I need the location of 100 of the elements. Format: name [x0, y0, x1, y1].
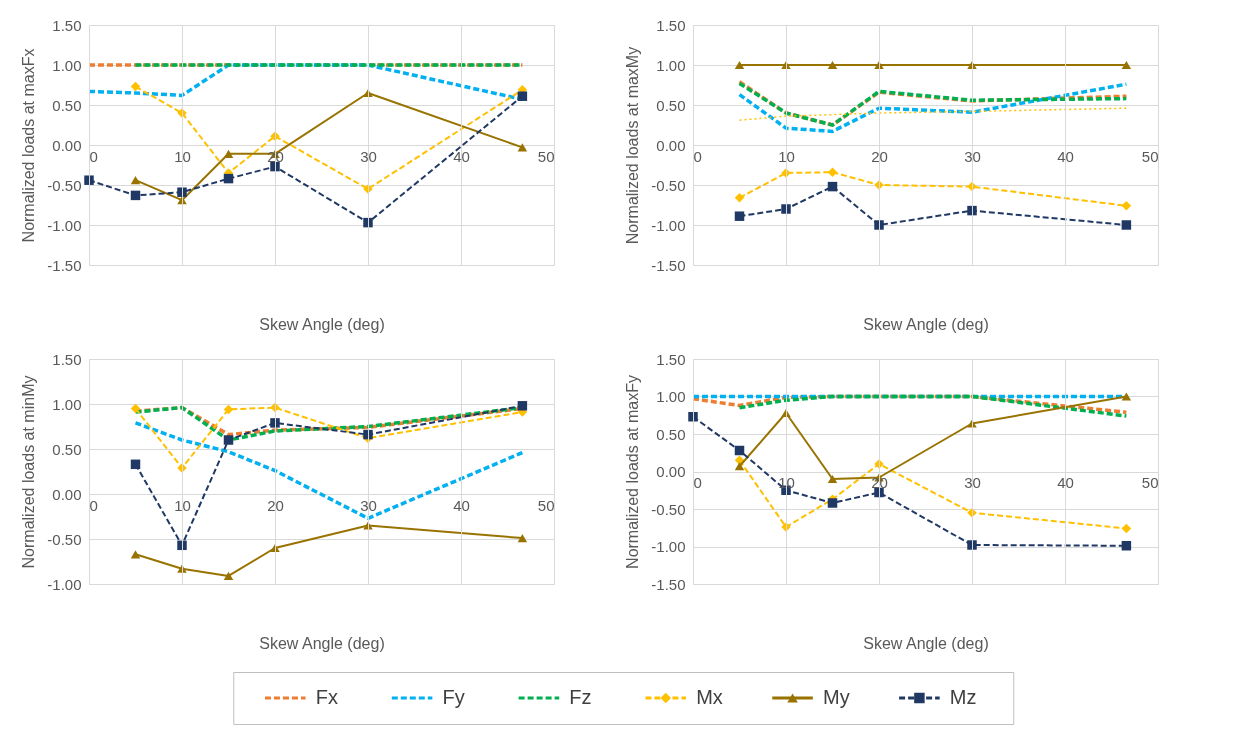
- x-tick-label: 30: [360, 496, 377, 514]
- y-tick-label: 0.00: [52, 136, 82, 154]
- point: [734, 60, 745, 70]
- y-tick-label: 1.50: [52, 350, 82, 368]
- y-tick-label: 0.50: [656, 96, 686, 114]
- point: [177, 187, 187, 197]
- x-tick-label: 40: [1057, 147, 1074, 165]
- point: [270, 161, 280, 172]
- x-tick-label: 50: [1141, 147, 1159, 165]
- point: [223, 149, 234, 158]
- x-tick-label: 40: [1057, 474, 1074, 491]
- point: [1121, 541, 1132, 551]
- y-axis-title: Normalized loads at minMy: [20, 375, 38, 569]
- x-tick-label: 10: [174, 496, 191, 514]
- y-tick-label: 0.50: [52, 440, 82, 458]
- y-tick-label: -0.50: [651, 176, 686, 194]
- point: [967, 419, 977, 428]
- x-tick-label: 40: [453, 496, 470, 514]
- y-tick-label: 0.00: [656, 136, 686, 154]
- point: [1121, 392, 1132, 401]
- point: [130, 176, 141, 185]
- y-tick-label: -1.00: [651, 538, 686, 555]
- y-tick-label: -1.00: [651, 216, 686, 234]
- x-tick-label: 0: [89, 496, 98, 514]
- point: [177, 540, 187, 551]
- x-axis-title: Skew Angle (deg): [863, 634, 989, 652]
- x-tick-label: 10: [174, 147, 191, 165]
- x-tick-label: 50: [537, 147, 555, 165]
- point: [517, 533, 528, 543]
- point: [1121, 220, 1132, 230]
- y-tick-label: 0.50: [656, 425, 686, 443]
- y-tick-label: 1.00: [52, 395, 82, 413]
- x-tick-label: 0: [89, 147, 98, 165]
- x-tick-label: 50: [1141, 474, 1159, 491]
- point: [967, 540, 977, 550]
- x-tick-label: 20: [871, 474, 888, 491]
- y-tick-label: -0.50: [47, 176, 82, 194]
- point: [827, 181, 838, 192]
- y-tick-label: 1.50: [52, 16, 82, 34]
- point: [223, 571, 234, 581]
- point: [874, 487, 884, 498]
- point: [517, 401, 528, 411]
- point: [734, 211, 745, 221]
- point: [781, 204, 791, 214]
- legend-label: Mz: [949, 686, 977, 708]
- x-tick-label: 20: [267, 496, 284, 514]
- point: [734, 445, 745, 456]
- x-tick-label: 0: [693, 147, 702, 165]
- point: [967, 181, 977, 192]
- x-axis-title: Skew Angle (deg): [863, 315, 989, 333]
- point: [270, 402, 280, 413]
- point: [874, 220, 884, 230]
- point: [363, 429, 373, 440]
- point: [223, 173, 234, 184]
- x-tick-label: 40: [453, 147, 470, 165]
- point: [130, 403, 141, 414]
- y-axis-title: Normalized loads at maxFx: [20, 48, 38, 243]
- x-tick-label: 0: [693, 474, 702, 491]
- y-tick-label: -0.50: [47, 530, 82, 548]
- y-tick-label: -0.50: [651, 500, 686, 518]
- line-series: [691, 394, 1129, 414]
- y-tick-label: 1.00: [656, 56, 686, 74]
- x-axis-title: Skew Angle (deg): [259, 634, 385, 652]
- point: [1121, 201, 1132, 211]
- x-tick-label: 30: [964, 147, 981, 165]
- point: [827, 498, 838, 508]
- x-axis-title: Skew Angle (deg): [259, 315, 385, 333]
- point: [223, 404, 234, 415]
- point: [1121, 523, 1132, 534]
- y-axis-title: Normalized loads at maxMy: [624, 46, 642, 245]
- y-tick-label: 1.50: [656, 350, 686, 368]
- y-tick-label: -1.50: [651, 256, 686, 274]
- point: [130, 550, 141, 559]
- y-tick-label: 1.00: [52, 56, 82, 74]
- point: [130, 190, 141, 201]
- point: [1121, 60, 1132, 70]
- legend-label: Fz: [569, 686, 592, 708]
- point: [827, 167, 838, 177]
- y-tick-label: -1.00: [47, 216, 82, 234]
- y-tick-label: -1.00: [47, 575, 82, 593]
- x-tick-label: 30: [360, 147, 377, 165]
- legend-label: Fy: [442, 686, 465, 708]
- y-axis-title: Normalized loads at maxFy: [624, 375, 642, 569]
- y-tick-label: -1.50: [651, 575, 686, 593]
- point: [734, 462, 745, 471]
- point: [688, 412, 698, 422]
- x-tick-label: 30: [964, 474, 981, 491]
- x-tick-label: 50: [537, 496, 555, 514]
- point: [734, 193, 745, 203]
- line-series: [133, 421, 525, 521]
- line-series: [738, 107, 1128, 121]
- point: [130, 459, 141, 470]
- point: [517, 143, 528, 152]
- point: [517, 91, 528, 101]
- point: [827, 474, 838, 484]
- point: [967, 205, 977, 216]
- x-tick-label: 20: [871, 147, 888, 165]
- point: [363, 521, 373, 530]
- y-tick-label: 1.50: [656, 16, 686, 34]
- line-series: [737, 82, 1129, 134]
